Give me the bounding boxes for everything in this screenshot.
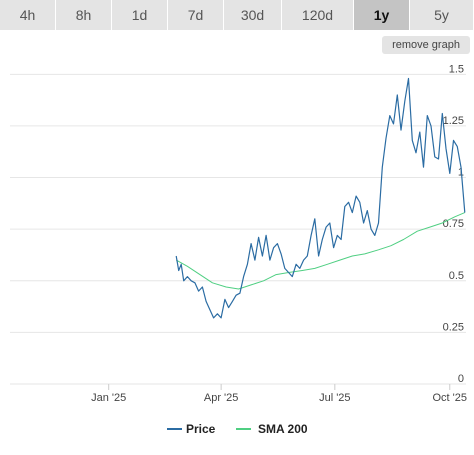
- tab-30d[interactable]: 30d: [224, 0, 282, 30]
- x-axis-ticks: Jan '25 Apr '25 Jul '25 Oct '25: [91, 384, 467, 404]
- tab-7d[interactable]: 7d: [168, 0, 224, 30]
- price-series-line: [175, 77, 466, 319]
- tab-1y[interactable]: 1y: [354, 0, 410, 30]
- tab-1d[interactable]: 1d: [112, 0, 168, 30]
- x-tick-label: Oct '25: [433, 392, 468, 404]
- legend-label[interactable]: SMA 200: [258, 422, 308, 436]
- tab-5y[interactable]: 5y: [410, 0, 474, 30]
- tab-4h[interactable]: 4h: [0, 0, 56, 30]
- y-tick-label: 0.25: [443, 321, 464, 333]
- timeframe-tabs: 4h 8h 1d 7d 30d 120d 1y 5y: [0, 0, 474, 30]
- sma-200-series-line: [175, 212, 465, 290]
- chart-legend: Price SMA 200: [167, 422, 308, 436]
- y-tick-label: 0: [458, 373, 464, 385]
- y-tick-label: 0.75: [443, 218, 464, 230]
- y-tick-label: 1.25: [443, 115, 464, 127]
- x-tick-label: Apr '25: [204, 392, 239, 404]
- remove-graph-button[interactable]: remove graph: [382, 36, 470, 54]
- y-tick-label: 1.5: [449, 63, 464, 75]
- y-tick-label: 0.5: [449, 270, 464, 282]
- chart-series: [175, 77, 466, 319]
- tab-120d[interactable]: 120d: [282, 0, 354, 30]
- chart-grid: [10, 73, 466, 385]
- x-tick-label: Jan '25: [91, 392, 126, 404]
- legend-label[interactable]: Price: [186, 422, 216, 436]
- tab-8h[interactable]: 8h: [56, 0, 112, 30]
- x-tick-label: Jul '25: [319, 392, 350, 404]
